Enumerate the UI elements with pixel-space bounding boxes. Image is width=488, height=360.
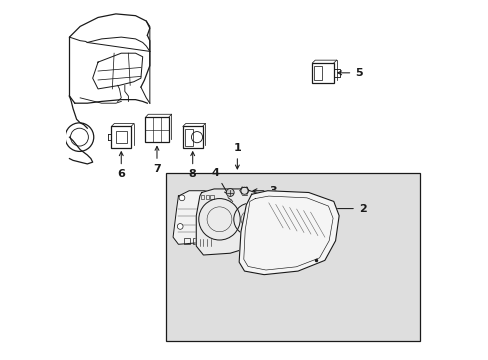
Circle shape [241, 187, 247, 194]
Text: 4: 4 [212, 168, 228, 194]
Bar [192, 238, 199, 244]
Bar [205, 195, 209, 199]
Text: 2: 2 [326, 203, 366, 213]
Bar [201, 195, 204, 199]
Bar [183, 126, 202, 148]
Bar [183, 238, 190, 244]
Circle shape [226, 189, 234, 197]
Circle shape [203, 193, 209, 199]
Circle shape [177, 224, 183, 229]
Text: 5: 5 [337, 68, 362, 78]
Polygon shape [239, 191, 339, 275]
Polygon shape [196, 189, 262, 255]
Bar [116, 131, 126, 143]
Bar [257, 213, 259, 216]
Bar [201, 238, 207, 244]
Bar [312, 63, 333, 83]
Bar [165, 173, 419, 341]
Text: 8: 8 [188, 152, 196, 179]
Circle shape [203, 227, 209, 233]
Bar [111, 126, 131, 148]
Circle shape [179, 195, 184, 201]
Bar [184, 129, 193, 146]
Text: 1: 1 [233, 143, 241, 169]
Text: 7: 7 [153, 147, 161, 174]
Bar [257, 206, 259, 208]
Bar [313, 66, 322, 80]
Polygon shape [173, 191, 216, 244]
Bar [145, 117, 168, 143]
Bar [257, 199, 259, 202]
Text: 6: 6 [117, 152, 125, 179]
Text: 3: 3 [253, 186, 277, 196]
Bar [210, 195, 213, 199]
